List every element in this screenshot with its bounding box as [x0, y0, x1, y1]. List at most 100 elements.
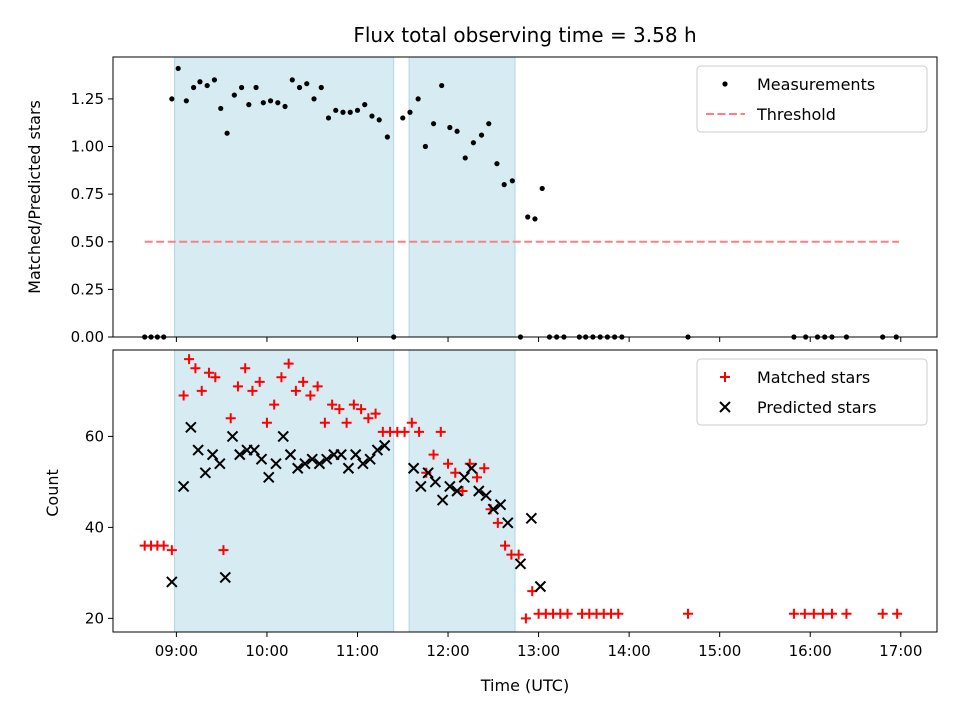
measurement-point	[318, 84, 324, 91]
bottom-legend-box	[696, 358, 928, 426]
bottom-y-axis-label: Count	[43, 469, 62, 517]
predicted-star-point	[192, 444, 204, 456]
measurement-point	[253, 84, 259, 91]
matched-star-point	[348, 399, 359, 410]
matched-star-point	[682, 608, 693, 619]
measurement-point	[362, 102, 368, 108]
matched-star-point	[562, 608, 573, 619]
matched-star-point	[892, 608, 903, 619]
measurement-point	[415, 96, 421, 102]
measurement-point	[197, 79, 203, 85]
predicted-star-point	[480, 489, 492, 502]
top-shaded-interval-1	[174, 56, 395, 338]
matched-star-point	[406, 417, 417, 428]
matched-star-point	[269, 399, 280, 410]
matched-star-point	[421, 467, 432, 478]
predicted-star-point	[371, 444, 384, 456]
matched-star-point	[312, 381, 323, 392]
measurement-point	[347, 109, 353, 115]
measurement-point	[447, 124, 453, 131]
bottom-x-tick-label: 15:00	[698, 642, 741, 660]
matched-star-point	[443, 458, 454, 469]
measurement-point	[400, 115, 406, 121]
predicted-star-point	[436, 494, 449, 506]
predicted-star-point	[214, 458, 226, 470]
top-y-tick-label: 0.50	[71, 233, 104, 251]
predicted-star-point	[320, 453, 333, 465]
matched-star-point	[492, 517, 503, 528]
measurement-point	[494, 161, 500, 167]
predicted-star-point	[525, 512, 538, 524]
matched-star-point	[356, 404, 367, 415]
measurement-point	[238, 84, 245, 91]
matched-star-point	[334, 404, 345, 415]
measurement-point	[289, 77, 295, 83]
matched-star-point	[218, 545, 229, 556]
top-y-tick-label: 0.25	[71, 280, 104, 298]
matched-star-point	[826, 608, 837, 619]
measurement-point	[218, 105, 224, 112]
top-axes-frame	[112, 56, 938, 338]
top-y-axis-label: Matched/Predicted stars	[25, 100, 44, 294]
bottom-y-tick-label: 40	[85, 518, 104, 536]
measurement-point	[454, 128, 460, 134]
measurement-point	[311, 96, 317, 102]
matched-star-point	[428, 449, 439, 460]
bottom-x-tick-label: 12:00	[426, 642, 469, 660]
predicted-star-point	[357, 458, 369, 470]
matched-star-point	[261, 417, 272, 428]
predicted-star-point	[335, 448, 347, 461]
predicted-star-point	[177, 480, 190, 493]
measurement-point	[525, 214, 531, 220]
measurement-point	[478, 132, 485, 138]
matched-star-point	[327, 399, 338, 410]
matched-star-point	[450, 467, 461, 478]
matched-star-point	[210, 372, 221, 383]
predicted-star-point	[199, 467, 212, 479]
matched-star-point	[808, 608, 819, 619]
predicted-star-point	[313, 458, 326, 470]
measurement-point	[422, 143, 428, 150]
top-legend-box	[696, 65, 928, 133]
measurement-point	[354, 107, 361, 113]
matched-star-point	[877, 608, 888, 619]
measurement-point	[325, 115, 332, 121]
matched-star-point	[613, 608, 624, 619]
bottom-panel: 20 40 60 09:00 10:00 11:00 12:00 13:00 14:00 15:0…	[85, 349, 938, 660]
predicted-star-point	[415, 480, 427, 493]
predicted-star-point	[299, 458, 311, 470]
legend-entry-label: Matched stars	[757, 368, 870, 387]
measurement-point	[204, 82, 210, 89]
measurement-point	[224, 130, 230, 136]
matched-star-point	[178, 390, 189, 401]
predicted-star-point	[514, 558, 527, 570]
matched-star-point	[166, 545, 177, 556]
matched-star-point	[158, 540, 169, 551]
measurement-point	[231, 92, 237, 98]
measurement-point	[407, 109, 413, 115]
x-axis-label: Time (UTC)	[480, 676, 569, 695]
measurement-point	[169, 96, 175, 102]
measurement-point	[501, 182, 507, 188]
matched-star-point	[319, 417, 330, 428]
top-y-tick-label: 0.00	[71, 328, 104, 346]
predicted-star-point	[185, 421, 197, 434]
matched-star-point	[799, 608, 810, 619]
predicted-star-point	[248, 444, 260, 456]
measurement-point	[211, 77, 218, 83]
matched-star-point	[190, 363, 201, 374]
measurement-point	[175, 65, 181, 72]
predicted-star-point	[234, 448, 246, 461]
predicted-star-point	[487, 503, 500, 515]
bottom-x-tick-label: 14:00	[608, 642, 651, 660]
measurement-point	[486, 121, 492, 127]
bottom-x-tick-label: 16:00	[789, 642, 832, 660]
predicted-star-point	[306, 453, 318, 465]
predicted-star-point	[292, 462, 304, 474]
matched-star-point	[500, 540, 511, 551]
measurement-point	[190, 84, 197, 91]
chart-title: Flux total observing time = 3.58 h	[353, 23, 696, 47]
matched-star-point	[435, 426, 446, 437]
predicted-star-point	[407, 462, 420, 474]
matched-star-point	[370, 408, 381, 419]
